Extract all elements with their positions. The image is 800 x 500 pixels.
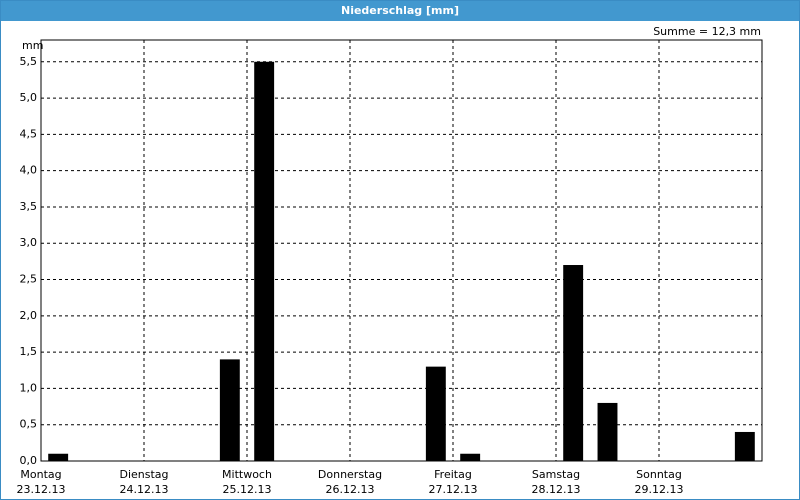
annotation: Summe = 12,3 mm	[653, 25, 761, 38]
bar	[563, 265, 584, 461]
bar	[597, 402, 618, 461]
y-tick-label: 4,0	[20, 164, 38, 177]
x-tick-date: 25.12.13	[223, 483, 272, 496]
plot-frame	[40, 39, 763, 462]
bar	[219, 359, 240, 461]
bar	[734, 431, 755, 461]
bar	[425, 366, 446, 461]
y-axis-label: mm	[22, 39, 43, 52]
x-tick-date: 26.12.13	[326, 483, 375, 496]
y-tick-label: 2,5	[20, 273, 38, 286]
y-tick-label: 3,0	[20, 236, 38, 249]
y-tick-label: 0,5	[20, 418, 38, 431]
x-tick-label: Freitag	[434, 468, 472, 481]
y-tick-label: 1,5	[20, 345, 38, 358]
bar	[460, 453, 481, 461]
bar	[254, 61, 275, 461]
y-tick-label: 5,5	[20, 55, 38, 68]
x-tick-label: Donnerstag	[318, 468, 382, 481]
x-tick-date: 23.12.13	[17, 483, 66, 496]
x-tick-label: Montag	[20, 468, 61, 481]
x-tick-label: Sonntag	[636, 468, 682, 481]
x-tick-label: Samstag	[532, 468, 580, 481]
x-tick-date: 24.12.13	[120, 483, 169, 496]
title-bar: Niederschlag [mm]	[1, 1, 799, 21]
y-tick-label: 1,0	[20, 381, 38, 394]
x-tick-date: 29.12.13	[635, 483, 684, 496]
bar	[48, 453, 69, 461]
y-tick-label: 4,5	[20, 127, 38, 140]
y-tick-label: 3,5	[20, 200, 38, 213]
y-tick-label: 0,0	[20, 454, 38, 467]
x-tick-label: Mittwoch	[222, 468, 272, 481]
x-tick-date: 27.12.13	[429, 483, 478, 496]
x-tick-date: 28.12.13	[532, 483, 581, 496]
y-tick-label: 5,0	[20, 91, 38, 104]
x-tick-label: Dienstag	[119, 468, 168, 481]
y-tick-label: 2,0	[20, 309, 38, 322]
